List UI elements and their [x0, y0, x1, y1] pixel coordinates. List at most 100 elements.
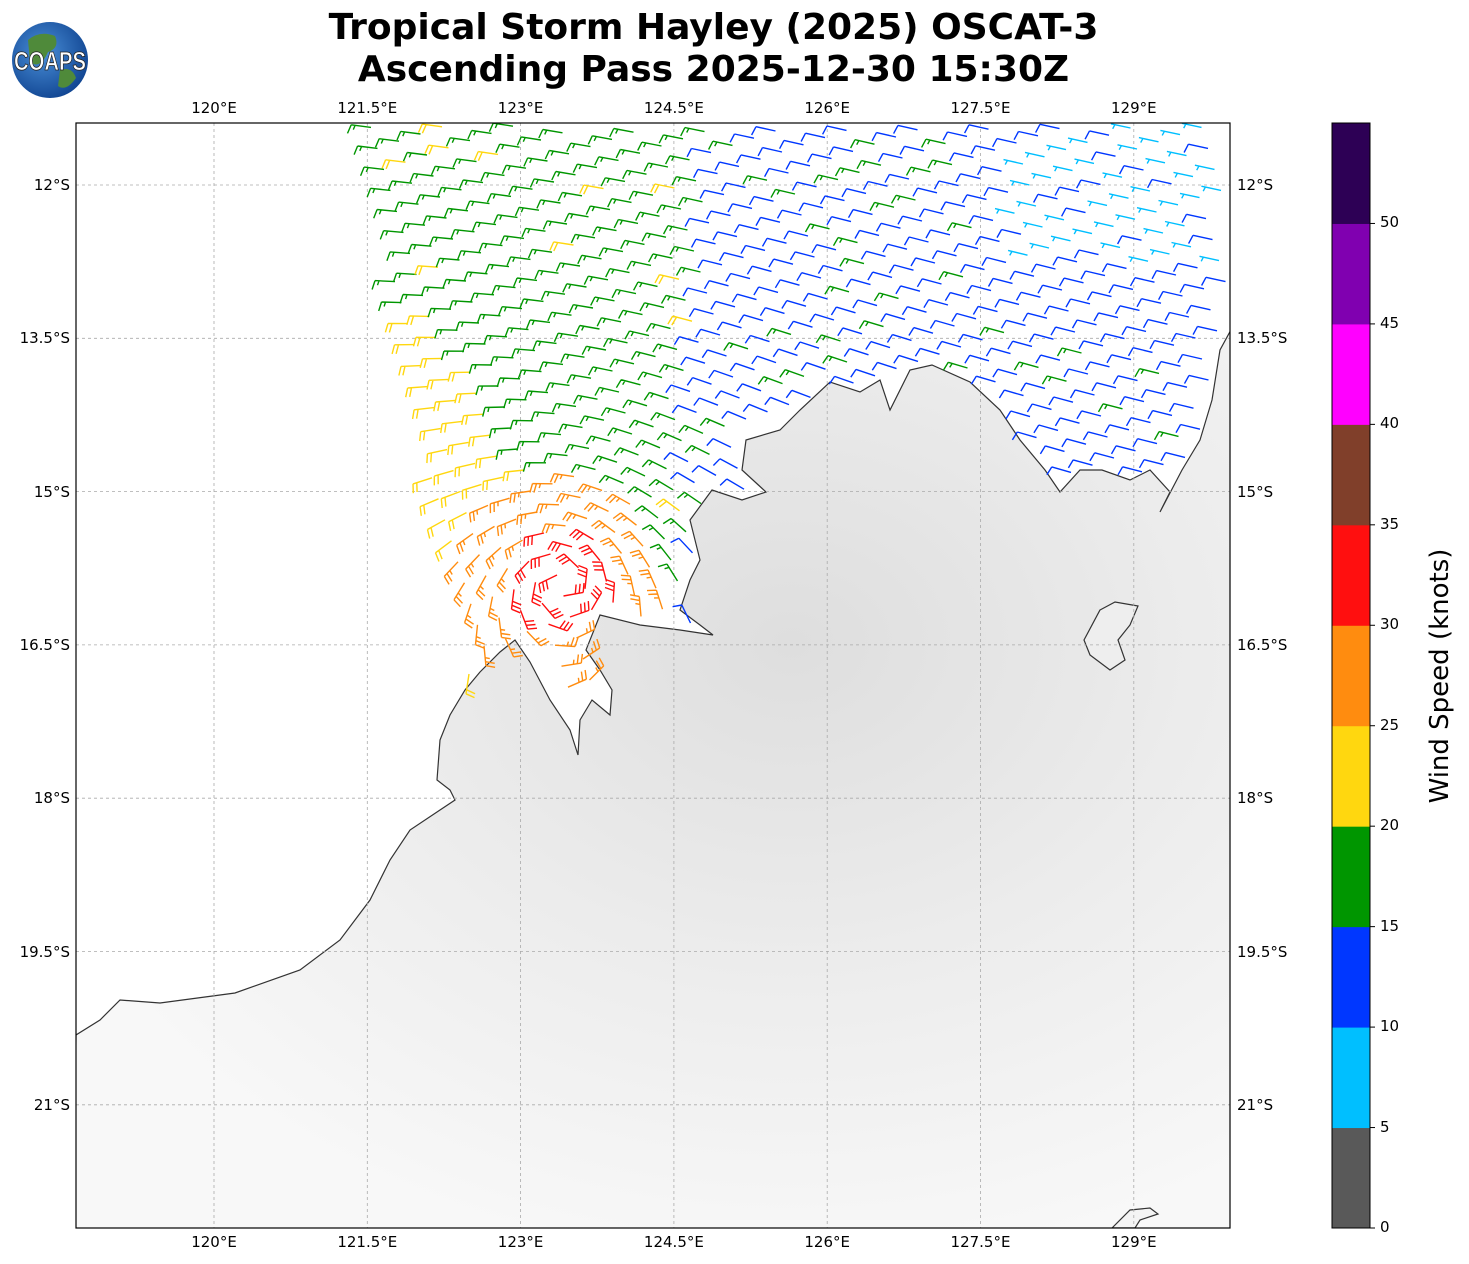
wind-barb [873, 292, 899, 302]
wind-barb [1091, 382, 1117, 392]
wind-barb [394, 201, 419, 212]
wind-barb [412, 336, 437, 347]
wind-barb [1080, 270, 1106, 280]
wind-barb [615, 379, 641, 389]
wind-barb [1054, 186, 1080, 196]
wind-barb [555, 553, 579, 569]
wind-barb [452, 158, 477, 168]
wind-barb [391, 343, 415, 355]
wind-barb [757, 376, 783, 385]
wind-barb [1060, 207, 1086, 217]
wind-barb [575, 324, 600, 335]
wind-barb [480, 171, 505, 182]
lat-tick-label-right: 13.5°S [1237, 329, 1288, 348]
wind-barb [471, 221, 497, 232]
wind-barb [489, 497, 510, 514]
wind-barb [860, 250, 886, 260]
wind-barb [895, 285, 921, 295]
colorbar-tick-label: 40 [1380, 414, 1400, 433]
wind-barb [582, 638, 601, 660]
wind-barb [763, 167, 789, 178]
wind-barb [635, 439, 661, 449]
wind-barb [822, 355, 848, 364]
wind-barb [1166, 150, 1187, 157]
lon-tick-label-top: 121.5°E [337, 99, 398, 117]
wind-barb [940, 201, 966, 211]
wind-barb [620, 466, 646, 477]
wind-barb [721, 410, 747, 420]
wind-barb [665, 384, 691, 394]
wind-barb [1030, 263, 1056, 273]
wind-barb [1145, 157, 1166, 164]
wind-barb [850, 368, 876, 378]
wind-barb [426, 448, 448, 464]
lon-tick-label-bottom: 123°E [497, 1233, 544, 1251]
lon-tick-label-top: 123°E [497, 99, 544, 117]
wind-barb [468, 434, 491, 447]
wind-barb [516, 511, 538, 525]
wind-barb [468, 504, 489, 523]
wind-barb [670, 537, 694, 554]
wind-barb [994, 298, 1020, 308]
wind-barb [366, 187, 391, 198]
wind-barb [530, 411, 555, 421]
wind-barb [652, 343, 678, 353]
graticule [76, 123, 1230, 1228]
wind-barb [563, 583, 585, 597]
wind-barb [488, 123, 514, 132]
wind-barb [1194, 164, 1215, 171]
wind-barb [686, 147, 712, 158]
wind-barb [386, 251, 411, 261]
wind-barb [828, 375, 854, 385]
wind-barb [959, 263, 985, 274]
wind-barb [925, 229, 951, 239]
wind-barb [649, 543, 672, 561]
wind-barb [544, 149, 570, 160]
wind-barb [514, 560, 530, 584]
wind-barb [509, 490, 532, 504]
wind-barb [738, 314, 764, 324]
wind-barb [1185, 304, 1211, 314]
wind-barb [1114, 305, 1140, 315]
wind-barb [1104, 424, 1130, 434]
wind-barb [845, 278, 871, 288]
wind-barb [680, 126, 705, 137]
wind-barb [613, 218, 639, 229]
wind-barb [604, 578, 616, 603]
wind-barb [789, 251, 815, 261]
wind-barb [373, 208, 398, 219]
wind-barb [1199, 255, 1220, 262]
wind-barb [353, 145, 378, 155]
wind-barb [755, 216, 781, 226]
lat-tick-label-right: 21°S [1237, 1095, 1274, 1114]
wind-barb [645, 322, 671, 332]
wind-barb [972, 305, 998, 315]
wind-barb [569, 528, 594, 541]
wind-barb [476, 313, 501, 324]
wind-barb [931, 250, 957, 260]
wind-barb [1034, 123, 1060, 133]
wind-barb [828, 146, 854, 156]
wind-barb [577, 564, 588, 589]
wind-barb [527, 248, 553, 259]
wind-barb [483, 334, 508, 345]
wind-barb [862, 180, 888, 191]
wind-barb [849, 139, 875, 149]
wind-barb [723, 342, 749, 351]
wind-barb [690, 238, 716, 248]
wind-barb [936, 340, 962, 350]
wind-barb [401, 222, 426, 233]
wind-barb [832, 236, 858, 247]
wind-barb [454, 392, 478, 404]
wind-barb [1146, 178, 1172, 189]
wind-barb [495, 448, 519, 460]
colorbar-tick-label: 25 [1380, 715, 1400, 734]
wind-barb [558, 423, 583, 433]
wind-barb [594, 386, 620, 396]
lat-tick-label-left: 19.5°S [19, 942, 70, 961]
wind-barb [1082, 431, 1108, 441]
wind-barb [602, 337, 628, 348]
wind-barb [1054, 417, 1080, 427]
wind-barb [1128, 256, 1149, 263]
wind-barb [1035, 354, 1061, 364]
